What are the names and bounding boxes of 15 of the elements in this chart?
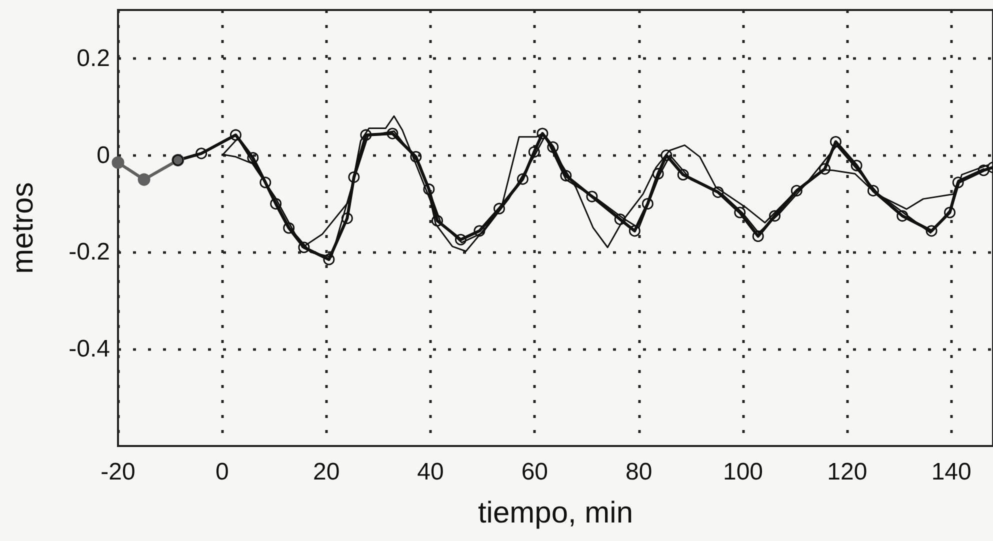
y-tick-label: -0.2 — [68, 238, 110, 266]
x-tick-label: 140 — [931, 458, 972, 486]
x-tick-label: 60 — [521, 458, 548, 486]
x-tick-label: 120 — [827, 458, 868, 486]
x-tick-label: 100 — [722, 458, 764, 486]
x-tick-label: 80 — [625, 458, 652, 486]
y-axis-title: metros — [6, 182, 40, 274]
x-tick-label: 20 — [312, 458, 340, 486]
y-tick-label: -0.4 — [68, 336, 110, 363]
x-axis-title: tiempo, min — [478, 496, 634, 530]
x-tick-label: 0 — [215, 458, 229, 486]
x-tick-label: -20 — [100, 458, 136, 486]
y-tick-label: 0.2 — [76, 44, 110, 72]
x-tick-label: 40 — [417, 458, 444, 486]
y-tick-label: 0 — [96, 142, 110, 169]
